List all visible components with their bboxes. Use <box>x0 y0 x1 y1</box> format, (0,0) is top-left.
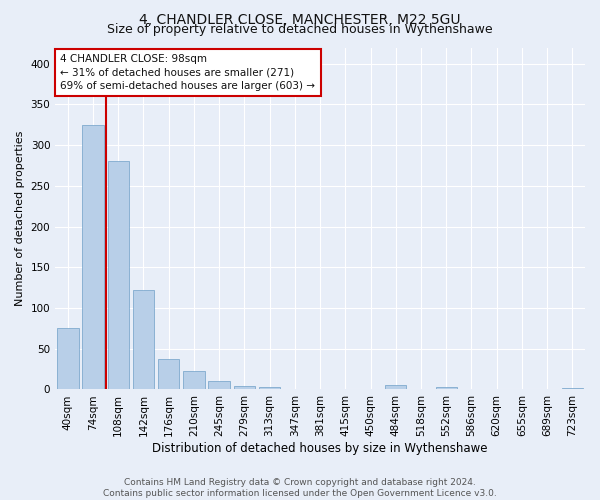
Bar <box>82 125 104 390</box>
Text: 4 CHANDLER CLOSE: 98sqm
← 31% of detached houses are smaller (271)
69% of semi-d: 4 CHANDLER CLOSE: 98sqm ← 31% of detache… <box>61 54 316 90</box>
Bar <box>259 387 280 390</box>
Bar <box>183 370 205 390</box>
Bar <box>158 358 179 390</box>
Text: Size of property relative to detached houses in Wythenshawe: Size of property relative to detached ho… <box>107 22 493 36</box>
X-axis label: Distribution of detached houses by size in Wythenshawe: Distribution of detached houses by size … <box>152 442 488 455</box>
Bar <box>233 386 255 390</box>
Bar <box>133 290 154 390</box>
Bar <box>385 386 406 390</box>
Bar <box>436 387 457 390</box>
Bar <box>57 328 79 390</box>
Text: Contains HM Land Registry data © Crown copyright and database right 2024.
Contai: Contains HM Land Registry data © Crown c… <box>103 478 497 498</box>
Y-axis label: Number of detached properties: Number of detached properties <box>15 131 25 306</box>
Bar <box>107 162 129 390</box>
Bar <box>208 380 230 390</box>
Bar <box>562 388 583 390</box>
Text: 4, CHANDLER CLOSE, MANCHESTER, M22 5GU: 4, CHANDLER CLOSE, MANCHESTER, M22 5GU <box>139 12 461 26</box>
